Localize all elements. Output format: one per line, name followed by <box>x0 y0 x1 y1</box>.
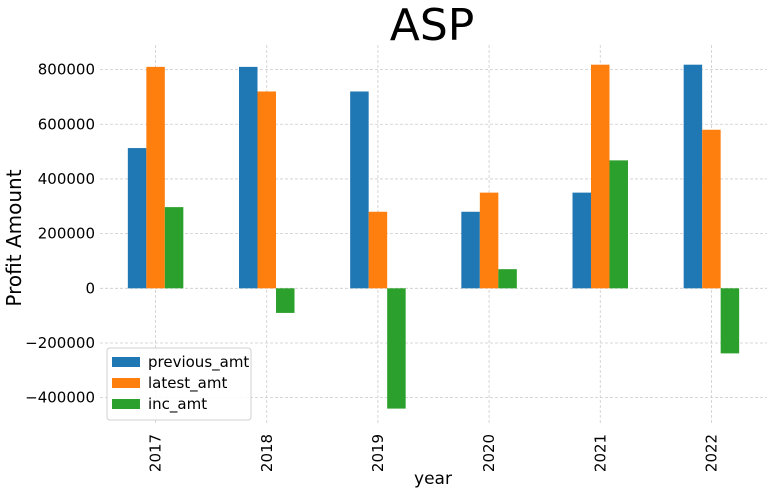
x-axis: 2017 2018 2019 2020 2021 2022 <box>147 434 721 472</box>
bar-latest_amt-2020 <box>479 192 499 289</box>
y-tick-label: 600000 <box>38 115 95 133</box>
bar-inc_amt-2019 <box>387 288 406 409</box>
bar-previous_amt-2019 <box>350 91 369 289</box>
chart-title: ASP <box>390 0 475 51</box>
bar-previous_amt-2017 <box>127 148 147 289</box>
bar-inc_amt-2022 <box>720 288 740 354</box>
legend-label-previous_amt: previous_amt <box>148 353 249 372</box>
x-tick-label: 2022 <box>702 434 720 472</box>
bar-previous_amt-2022 <box>683 64 703 289</box>
bar-latest_amt-2022 <box>702 129 721 289</box>
bar-previous_amt-2018 <box>239 66 258 289</box>
y-tick-label: 200000 <box>38 225 95 243</box>
legend-swatch-latest_amt <box>112 378 140 388</box>
x-tick-label: 2021 <box>591 434 609 472</box>
legend-box <box>106 347 252 421</box>
bar-previous_amt-2020 <box>461 211 480 289</box>
x-tick-label: 2020 <box>480 434 498 472</box>
y-tick-label: −200000 <box>25 334 95 352</box>
y-tick-label: 0 <box>85 279 95 297</box>
bar-inc_amt-2021 <box>609 160 628 289</box>
bar-latest_amt-2019 <box>368 211 388 289</box>
legend-label-latest_amt: latest_amt <box>148 374 227 393</box>
bar-inc_amt-2017 <box>164 207 184 289</box>
x-tick-label: 2018 <box>258 434 276 472</box>
x-axis-label: year <box>414 469 452 489</box>
x-tick-label: 2017 <box>147 434 165 472</box>
y-tick-label: 800000 <box>38 61 95 79</box>
bar-latest_amt-2021 <box>591 64 610 289</box>
y-tick-label: 400000 <box>38 170 95 188</box>
bar-latest_amt-2017 <box>146 66 165 289</box>
legend-swatch-inc_amt <box>112 399 140 409</box>
x-tick-label: 2019 <box>369 434 387 472</box>
bar-inc_amt-2020 <box>498 269 517 289</box>
bar-inc_amt-2018 <box>276 288 295 313</box>
y-axis-label: Profit Amount <box>2 169 26 306</box>
y-axis: −400000 −200000 0 200000 400000 600000 800000 <box>25 61 95 407</box>
legend-swatch-previous_amt <box>112 357 140 367</box>
y-tick-label: −400000 <box>25 389 95 407</box>
legend: previous_amt latest_amt inc_amt <box>106 347 252 421</box>
legend-label-inc_amt: inc_amt <box>148 395 207 414</box>
bars <box>127 64 740 409</box>
bar-previous_amt-2021 <box>572 192 591 289</box>
bar-latest_amt-2018 <box>257 91 276 289</box>
